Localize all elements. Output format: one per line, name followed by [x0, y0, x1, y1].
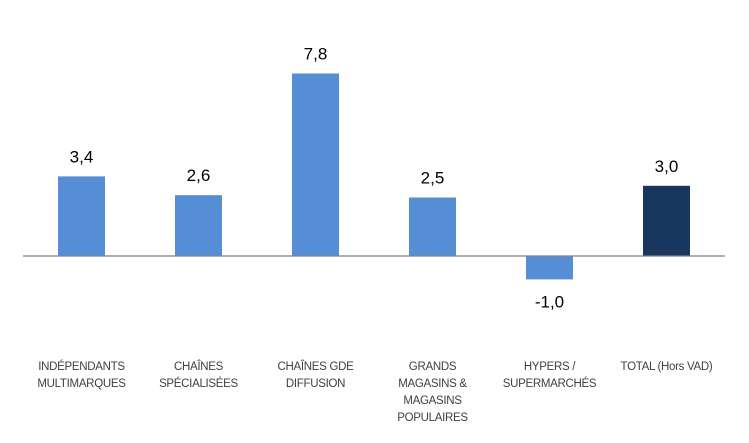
category-label-2-line-1: DIFFUSION: [286, 378, 345, 390]
category-label-4-line-0: HYPERS /: [524, 361, 576, 373]
category-label-4: HYPERS / SUPERMARCHÉS: [503, 361, 597, 390]
category-label-3-line-2: MAGASINS: [403, 395, 462, 407]
category-label-2: CHAÎNES GDE DIFFUSION: [278, 360, 355, 390]
bars-group: [58, 73, 690, 280]
bar-1: [175, 195, 222, 256]
category-label-2-line-0: CHAÎNES GDE: [278, 360, 355, 373]
value-labels-group: 3,4 2,6 7,8 2,5 -1,0 3,0: [70, 45, 679, 312]
category-label-5: TOTAL (Hors VAD): [621, 361, 713, 373]
category-label-3: GRANDS MAGASINS & MAGASINS POPULAIRES: [397, 361, 468, 424]
category-label-3-line-1: MAGASINS &: [398, 378, 467, 390]
category-label-0: INDÉPENDANTS MULTIMARQUES: [37, 360, 126, 390]
bar-4: [526, 256, 573, 280]
bar-0: [58, 176, 105, 256]
value-label-5: 3,0: [655, 157, 679, 176]
bar-2: [292, 73, 339, 256]
category-label-0-line-1: MULTIMARQUES: [37, 378, 126, 390]
category-label-3-line-0: GRANDS: [409, 361, 457, 373]
category-label-1: CHAÎNES SPÉCIALISÉES: [159, 360, 238, 390]
value-label-0: 3,4: [70, 147, 94, 166]
category-label-1-line-0: CHAÎNES: [174, 360, 224, 373]
category-label-5-line-0: TOTAL (Hors VAD): [621, 361, 713, 373]
bar-3: [409, 197, 456, 256]
value-label-2: 7,8: [304, 45, 328, 64]
value-label-3: 2,5: [421, 169, 445, 188]
category-label-1-line-1: SPÉCIALISÉES: [159, 377, 238, 390]
value-label-4: -1,0: [535, 292, 564, 311]
category-labels-group: INDÉPENDANTS MULTIMARQUES CHAÎNES SPÉCIALIS…: [37, 360, 713, 424]
category-label-3-line-3: POPULAIRES: [397, 412, 468, 424]
value-label-1: 2,6: [187, 166, 211, 185]
category-label-0-line-0: INDÉPENDANTS: [38, 360, 125, 373]
bar-5: [643, 185, 690, 256]
category-label-4-line-1: SUPERMARCHÉS: [503, 377, 597, 390]
